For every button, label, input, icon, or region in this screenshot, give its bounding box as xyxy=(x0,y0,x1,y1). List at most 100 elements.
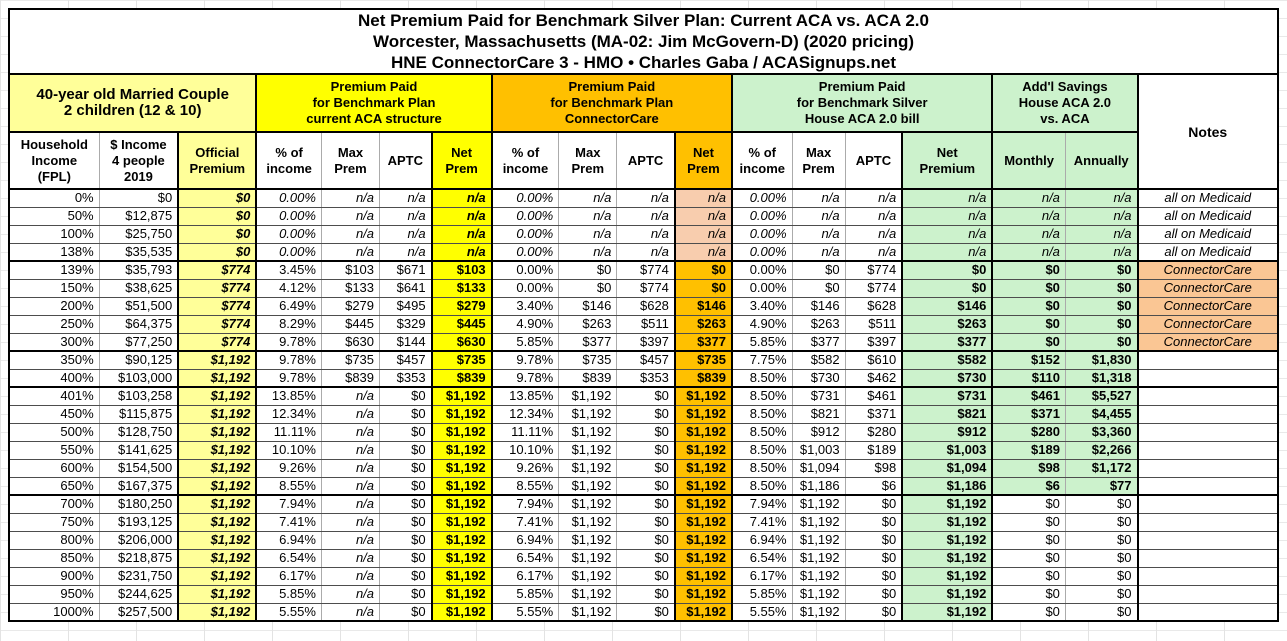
cell-h_pct: 7.75% xyxy=(731,351,793,370)
table-row: 139% $35,793 $774 3.45% $103 $671 $103 0.00% $0 $… xyxy=(9,261,1279,280)
cell-income: $35,535 xyxy=(99,243,180,262)
cell-a_net: $1,192 xyxy=(431,441,493,460)
cell-monthly: $110 xyxy=(992,369,1066,388)
cell-a_net: $133 xyxy=(431,279,493,298)
cell-a_pct: 9.78% xyxy=(256,369,322,388)
cell-h_aptc: $371 xyxy=(845,405,904,424)
cell-h_max: $821 xyxy=(792,405,846,424)
cell-h_aptc: $610 xyxy=(845,351,904,370)
cell-annually: $0 xyxy=(1065,585,1139,604)
cell-monthly: $0 xyxy=(992,549,1066,568)
cell-annually: $4,455 xyxy=(1065,405,1139,424)
cell-c_max: $1,192 xyxy=(558,603,618,622)
cell-income: $244,625 xyxy=(99,585,180,604)
cell-a_net: n/a xyxy=(431,207,493,226)
cell-h_pct: 4.90% xyxy=(731,315,793,334)
cell-a_aptc: $329 xyxy=(379,315,433,334)
cell-notes xyxy=(1137,387,1279,406)
cell-monthly: $152 xyxy=(992,351,1066,370)
cell-monthly: $0 xyxy=(992,333,1066,352)
cell-h_max: $912 xyxy=(792,423,846,442)
cell-a_max: $630 xyxy=(321,333,381,352)
cell-h_aptc: $280 xyxy=(845,423,904,442)
cell-income: $193,125 xyxy=(99,513,180,532)
cell-notes xyxy=(1137,459,1279,478)
cell-c_aptc: $0 xyxy=(616,387,676,406)
cell-monthly: $280 xyxy=(992,423,1066,442)
cell-a_net: $735 xyxy=(431,351,493,370)
column-header-aca-max-prem: Max Prem xyxy=(321,132,381,190)
cell-a_net: $1,192 xyxy=(431,585,493,604)
cell-fpl: 600% xyxy=(9,459,100,478)
cell-h_aptc: $0 xyxy=(845,531,904,550)
column-header-house-net-premium: Net Premium xyxy=(902,132,994,190)
cell-a_max: $103 xyxy=(321,261,381,280)
table-body: 0% $0 $0 0.00% n/a n/a n/a 0.00% n/a n/a n/a 0.00% n… xyxy=(9,189,1279,622)
cell-c_pct: 0.00% xyxy=(491,261,560,280)
group-header-current-aca: Premium Paid for Benchmark Plan current … xyxy=(256,74,493,133)
cell-fpl: 139% xyxy=(9,261,100,280)
cell-c_net: $377 xyxy=(674,333,733,352)
cell-a_max: n/a xyxy=(321,603,381,622)
cell-a_aptc: $641 xyxy=(379,279,433,298)
cell-h_aptc: $0 xyxy=(845,549,904,568)
cell-h_pct: 8.50% xyxy=(731,477,793,496)
cell-h_max: $1,192 xyxy=(792,513,846,532)
cell-fpl: 850% xyxy=(9,549,100,568)
table-row: 950% $244,625 $1,192 5.85% n/a $0 $1,192 5.85% $… xyxy=(9,585,1279,604)
cell-h_max: $1,192 xyxy=(792,603,846,622)
column-header-house-max-prem: Max Prem xyxy=(792,132,846,190)
cell-official: $0 xyxy=(178,243,258,262)
cell-notes: ConnectorCare xyxy=(1137,279,1279,298)
cell-a_max: n/a xyxy=(321,423,381,442)
cell-h_pct: 8.50% xyxy=(731,423,793,442)
cell-c_aptc: $353 xyxy=(616,369,676,388)
cell-a_net: $1,192 xyxy=(431,495,493,514)
cell-a_max: n/a xyxy=(321,189,381,208)
table-row: 0% $0 $0 0.00% n/a n/a n/a 0.00% n/a n/a n/a 0.00% n… xyxy=(9,189,1279,208)
cell-a_net: $630 xyxy=(431,333,493,352)
cell-a_aptc: $0 xyxy=(379,531,433,550)
cell-c_net: $735 xyxy=(674,351,733,370)
cell-notes: all on Medicaid xyxy=(1137,189,1279,208)
cell-monthly: $0 xyxy=(992,567,1066,586)
cell-a_pct: 0.00% xyxy=(256,189,322,208)
cell-c_max: $1,192 xyxy=(558,585,618,604)
cell-h_pct: 8.50% xyxy=(731,369,793,388)
cell-official: $1,192 xyxy=(178,603,258,622)
cell-official: $1,192 xyxy=(178,387,258,406)
cell-h_pct: 6.17% xyxy=(731,567,793,586)
cell-h_pct: 0.00% xyxy=(731,261,793,280)
cell-annually: $5,527 xyxy=(1065,387,1139,406)
cell-c_aptc: $0 xyxy=(616,441,676,460)
cell-annually: $0 xyxy=(1065,513,1139,532)
cell-monthly: $0 xyxy=(992,495,1066,514)
cell-annually: $0 xyxy=(1065,279,1139,298)
cell-c_aptc: $774 xyxy=(616,279,676,298)
cell-c_aptc: $0 xyxy=(616,549,676,568)
cell-c_net: $1,192 xyxy=(674,387,733,406)
title-block: Net Premium Paid for Benchmark Silver Pl… xyxy=(9,9,1278,75)
cell-fpl: 150% xyxy=(9,279,100,298)
cell-income: $25,750 xyxy=(99,225,180,244)
cell-h_max: $1,192 xyxy=(792,495,846,514)
table-row: 200% $51,500 $774 6.49% $279 $495 $279 3.40% $14… xyxy=(9,297,1279,316)
cell-h_aptc: $6 xyxy=(845,477,904,496)
cell-official: $1,192 xyxy=(178,459,258,478)
cell-h_net: $146 xyxy=(902,297,994,316)
cell-h_max: $263 xyxy=(792,315,846,334)
cell-c_max: n/a xyxy=(558,225,618,244)
cell-notes xyxy=(1137,477,1279,496)
cell-notes xyxy=(1137,405,1279,424)
cell-a_net: $1,192 xyxy=(431,549,493,568)
cell-h_aptc: n/a xyxy=(845,225,904,244)
cell-notes: all on Medicaid xyxy=(1137,225,1279,244)
cell-h_max: $1,192 xyxy=(792,531,846,550)
cell-h_pct: 0.00% xyxy=(731,279,793,298)
cell-h_pct: 5.85% xyxy=(731,585,793,604)
premium-comparison-table: Net Premium Paid for Benchmark Silver Pl… xyxy=(8,8,1279,622)
cell-income: $51,500 xyxy=(99,297,180,316)
cell-h_max: $730 xyxy=(792,369,846,388)
column-header-official-premium: Official Premium xyxy=(178,132,258,190)
cell-a_pct: 10.10% xyxy=(256,441,322,460)
